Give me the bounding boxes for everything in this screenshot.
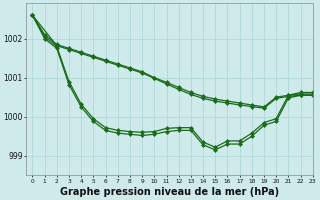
X-axis label: Graphe pression niveau de la mer (hPa): Graphe pression niveau de la mer (hPa) [60, 187, 279, 197]
